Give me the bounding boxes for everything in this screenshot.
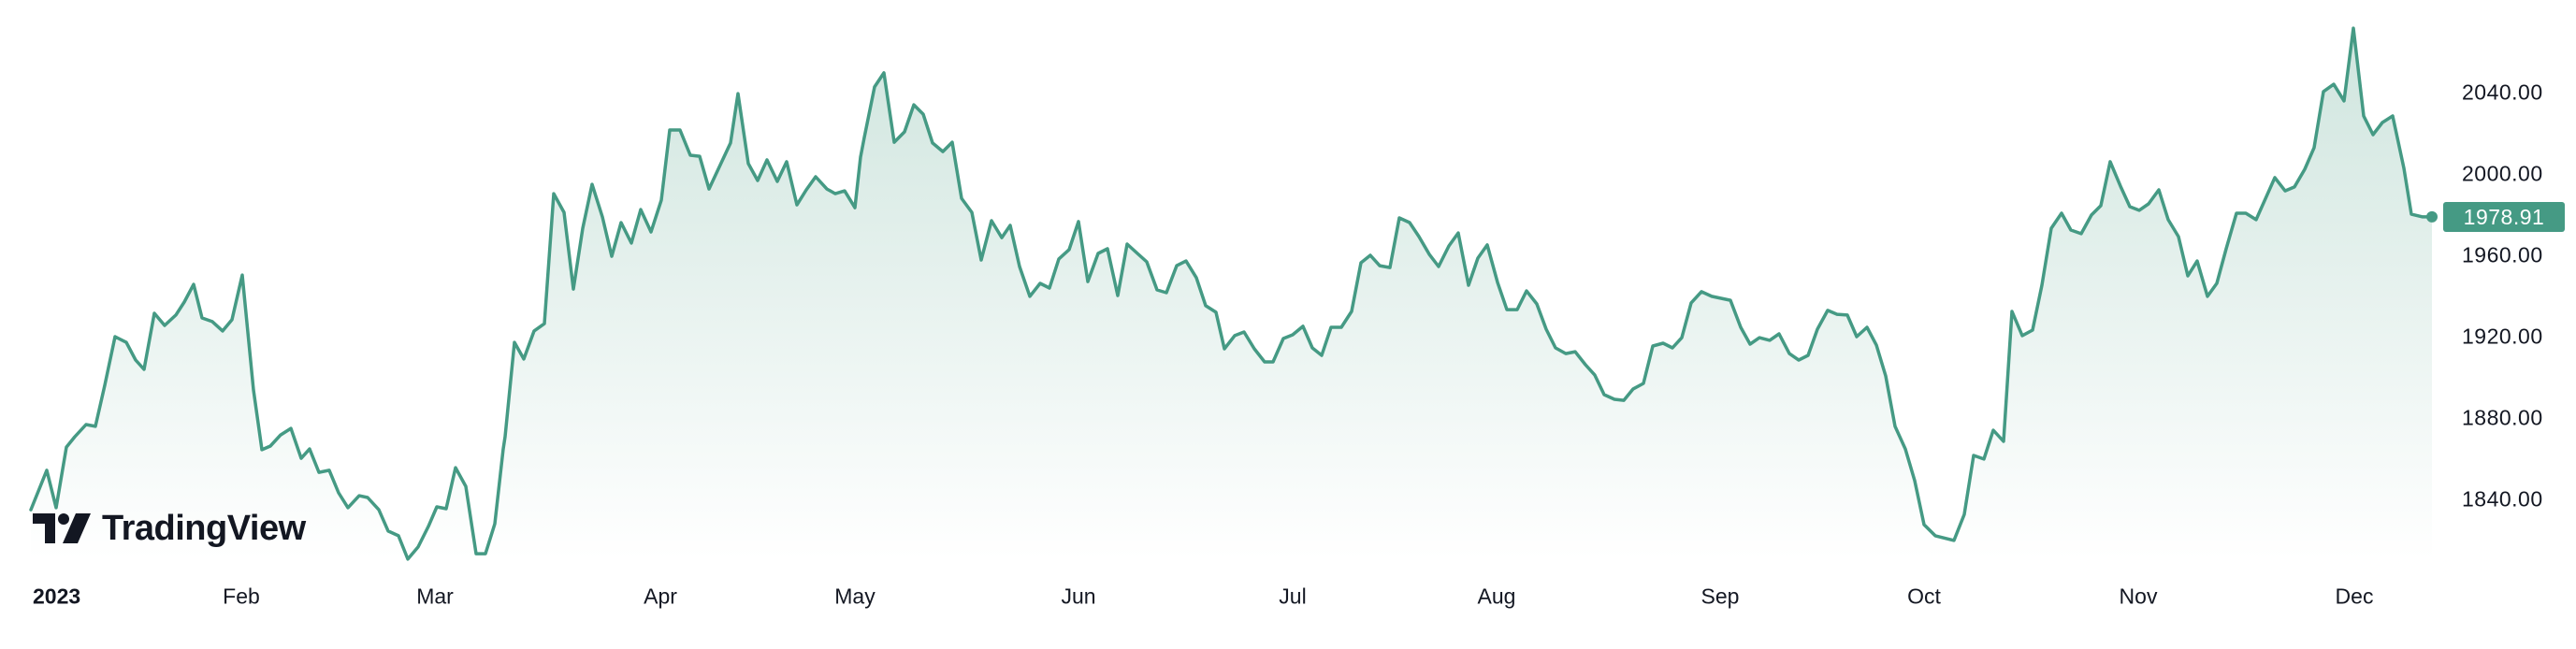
last-price-label: 1978.91 bbox=[2443, 202, 2565, 232]
y-axis-tick: 1880.00 bbox=[2462, 405, 2543, 430]
y-axis-tick: 2000.00 bbox=[2462, 161, 2543, 186]
price-area-fill bbox=[31, 28, 2432, 559]
x-axis-tick: May bbox=[834, 584, 876, 609]
x-axis-tick: Dec bbox=[2335, 584, 2374, 609]
y-axis-tick: 1840.00 bbox=[2462, 486, 2543, 512]
tradingview-logo[interactable]: TradingView bbox=[33, 509, 306, 548]
y-axis-tick: 1920.00 bbox=[2462, 324, 2543, 349]
tradingview-logo-icon bbox=[33, 513, 91, 543]
x-axis-tick: Oct bbox=[1907, 584, 1941, 609]
x-axis-tick: Mar bbox=[416, 584, 454, 609]
price-line bbox=[29, 26, 2434, 561]
last-price-dot bbox=[2426, 210, 2438, 223]
y-axis-tick: 2040.00 bbox=[2462, 79, 2543, 105]
y-axis-tick: 1960.00 bbox=[2462, 242, 2543, 267]
x-axis-tick: Sep bbox=[1700, 584, 1740, 609]
x-axis-tick: Apr bbox=[644, 584, 677, 609]
x-axis-tick: Aug bbox=[1477, 584, 1516, 609]
x-axis-tick: Jun bbox=[1061, 584, 1096, 609]
x-axis-tick: Nov bbox=[2119, 584, 2158, 609]
x-axis-tick: Feb bbox=[223, 584, 260, 609]
x-axis-tick: Jul bbox=[1279, 584, 1307, 609]
x-axis-tick: 2023 bbox=[33, 584, 81, 609]
tradingview-logo-text: TradingView bbox=[102, 508, 306, 548]
